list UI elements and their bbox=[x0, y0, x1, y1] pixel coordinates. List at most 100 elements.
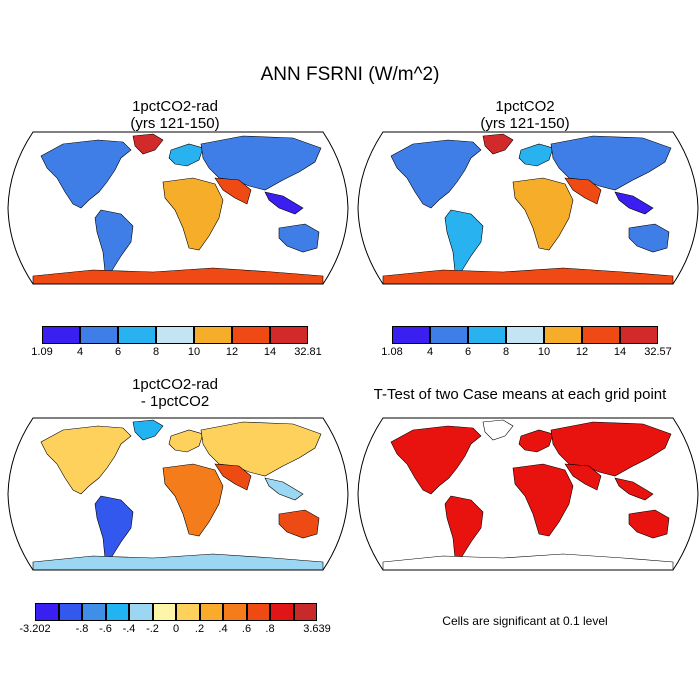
continent-antarctica bbox=[382, 553, 674, 570]
colorbar-label: 14 bbox=[613, 346, 627, 358]
colorbar-label: 1.09 bbox=[31, 346, 53, 358]
continent-south-america bbox=[444, 209, 484, 273]
continent-south-america bbox=[444, 495, 484, 559]
significance-note: Cells are significant at 0.1 level bbox=[442, 614, 608, 628]
colorbar-swatch bbox=[246, 603, 270, 621]
continent-greenland bbox=[482, 419, 514, 441]
colorbar-label: 8 bbox=[502, 346, 510, 358]
continent-antarctica bbox=[382, 267, 674, 284]
map-panel3 bbox=[7, 417, 349, 571]
colorbar-label: 32.81 bbox=[294, 346, 322, 358]
continent-se-asia bbox=[264, 191, 304, 215]
map-outline bbox=[7, 131, 349, 285]
colorbar-label: .6 bbox=[241, 623, 252, 635]
colorbar-swatch bbox=[270, 326, 308, 344]
colorbar-label: 0 bbox=[172, 623, 180, 635]
panel4-title: T-Test of two Case means at each grid po… bbox=[373, 386, 667, 403]
map-outline bbox=[357, 131, 699, 285]
figure-title: ANN FSRNI (W/m^2) bbox=[260, 64, 440, 85]
continent-australia bbox=[628, 509, 670, 539]
continent-europe bbox=[518, 429, 554, 453]
colorbar-label: 14 bbox=[263, 346, 277, 358]
panel1-title-line2: (yrs 121-150) bbox=[130, 115, 220, 132]
colorbar-panel1: 1.09 4 6 8 10 12 14 32.81 bbox=[31, 326, 322, 358]
panel2-title-line1: 1pctCO2 bbox=[495, 98, 555, 115]
continent-africa bbox=[162, 177, 224, 251]
colorbar-swatch bbox=[506, 326, 544, 344]
colorbar-swatch bbox=[42, 326, 80, 344]
land-masses bbox=[32, 419, 324, 570]
colorbar-label: 10 bbox=[537, 346, 551, 358]
colorbar-swatch bbox=[129, 603, 153, 621]
colorbar-label: 10 bbox=[187, 346, 201, 358]
colorbar-label: 4 bbox=[426, 346, 434, 358]
colorbar-swatch bbox=[232, 326, 270, 344]
continent-arabia-india bbox=[214, 463, 252, 491]
land-masses bbox=[32, 133, 324, 284]
colorbar-label: 4 bbox=[76, 346, 84, 358]
colorbar-label: -3.202 bbox=[19, 623, 51, 635]
continent-arabia-india bbox=[564, 463, 602, 491]
colorbar-label: 6 bbox=[114, 346, 122, 358]
colorbar-swatch bbox=[468, 326, 506, 344]
colorbar-label: .2 bbox=[194, 623, 205, 635]
map-outline bbox=[7, 417, 349, 571]
panel3-title-line1: 1pctCO2-rad bbox=[132, 376, 218, 393]
continent-australia bbox=[628, 223, 670, 253]
colorbar-swatch bbox=[118, 326, 156, 344]
colorbar-label: .8 bbox=[265, 623, 275, 635]
colorbar-swatch bbox=[270, 603, 294, 621]
continent-asia bbox=[550, 135, 672, 191]
colorbar-label: 12 bbox=[225, 346, 239, 358]
map-outline bbox=[357, 417, 699, 571]
colorbar-swatch bbox=[176, 603, 200, 621]
continent-greenland bbox=[132, 419, 164, 441]
colorbar-swatch bbox=[105, 603, 129, 621]
continent-africa bbox=[512, 177, 574, 251]
colorbar-label: 1.08 bbox=[381, 346, 403, 358]
colorbar-label: 12 bbox=[575, 346, 589, 358]
continent-se-asia bbox=[614, 477, 654, 501]
colorbar-swatch bbox=[430, 326, 468, 344]
colorbar-label: -.4 bbox=[122, 623, 136, 635]
colorbar-swatch bbox=[194, 326, 232, 344]
map-panel2 bbox=[357, 131, 699, 285]
colorbar-swatch bbox=[223, 603, 247, 621]
colorbar-label: .4 bbox=[218, 623, 228, 635]
continent-se-asia bbox=[614, 191, 654, 215]
continent-south-america bbox=[94, 495, 134, 559]
panel3-title-line2: - 1pctCO2 bbox=[140, 393, 210, 410]
continent-asia bbox=[200, 421, 322, 477]
colorbar-swatch bbox=[392, 326, 430, 344]
colorbar-swatch bbox=[156, 326, 194, 344]
colorbar-swatch bbox=[544, 326, 582, 344]
colorbar-swatch bbox=[582, 326, 620, 344]
continent-se-asia bbox=[264, 477, 304, 501]
continent-australia bbox=[278, 509, 320, 539]
continent-asia bbox=[550, 421, 672, 477]
continent-north-america bbox=[390, 425, 482, 495]
continent-antarctica bbox=[32, 267, 324, 284]
continent-africa bbox=[162, 463, 224, 537]
colorbar-label: -.2 bbox=[146, 623, 159, 635]
continent-north-america bbox=[390, 139, 482, 209]
colorbar-swatch bbox=[199, 603, 223, 621]
colorbar-label: 32.57 bbox=[644, 346, 672, 358]
map-panel1 bbox=[7, 131, 349, 285]
map-panel4 bbox=[357, 417, 699, 571]
colorbar-swatch bbox=[35, 603, 59, 621]
continent-north-america bbox=[40, 139, 132, 209]
continent-antarctica bbox=[32, 553, 324, 570]
colorbar-panel3: -3.202 -.8 -.6 -.4 -.2 0 .2 .4 .6 .8 3.639 bbox=[19, 603, 331, 635]
colorbar-swatch bbox=[152, 603, 176, 621]
colorbar-swatch bbox=[58, 603, 82, 621]
colorbar-label: -.6 bbox=[99, 623, 112, 635]
continent-europe bbox=[168, 143, 204, 167]
colorbar-label: 8 bbox=[152, 346, 160, 358]
colorbar-swatch bbox=[80, 326, 118, 344]
colorbar-swatch bbox=[82, 603, 106, 621]
continent-greenland bbox=[482, 133, 514, 155]
continent-north-america bbox=[40, 425, 132, 495]
continent-greenland bbox=[132, 133, 164, 155]
continent-arabia-india bbox=[214, 177, 252, 205]
